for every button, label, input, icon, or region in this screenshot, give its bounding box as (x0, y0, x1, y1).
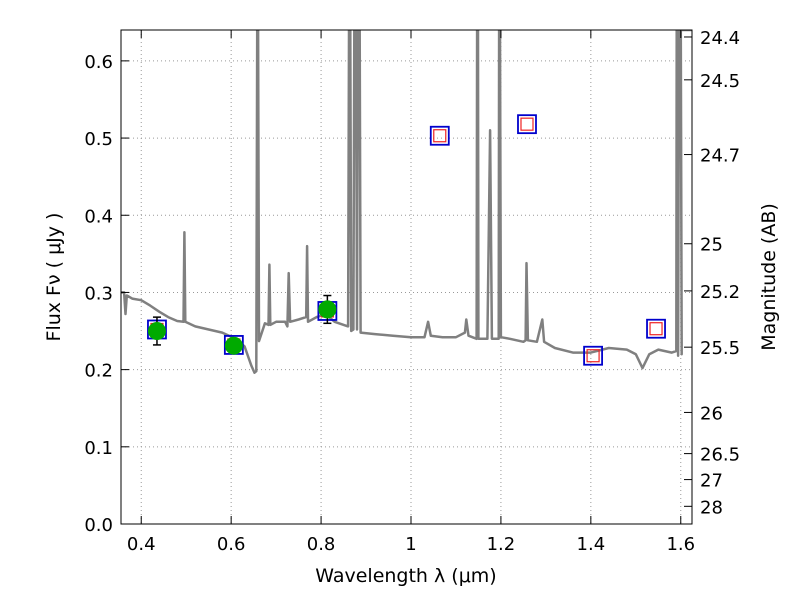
model-spectrum-layer (121, 30, 692, 374)
x-tick-label: 1.4 (577, 534, 606, 555)
magnitude-tick-label: 24.4 (700, 28, 740, 49)
x-tick-label: 0.6 (217, 534, 246, 555)
x-tick-label: 1.6 (666, 534, 695, 555)
y-axis-title: Flux Fν ( μJy ) (43, 213, 65, 342)
y-tick-label: 0.0 (84, 515, 113, 536)
y2-axis-title: Magnitude (AB) (758, 203, 780, 351)
model-photometry-inner-square (433, 129, 447, 143)
y-tick-label: 0.3 (84, 283, 113, 304)
observed-flux-point (224, 336, 243, 355)
model-spectrum-line (121, 30, 692, 374)
plot-frame (120, 29, 693, 525)
model-photometry-inner-square (520, 117, 534, 131)
magnitude-tick-label: 24.5 (700, 71, 740, 92)
x-axis-title: Wavelength λ (μm) (315, 565, 496, 587)
x-tick-label: 1.2 (487, 534, 516, 555)
magnitude-tick-label: 26 (700, 403, 723, 424)
y-tick-label: 0.6 (84, 52, 113, 73)
observed-flux-point (318, 300, 337, 319)
magnitude-tick-label: 25 (700, 235, 723, 256)
y-tick-label: 0.2 (84, 361, 113, 382)
model-photometry-square (517, 114, 537, 135)
y-tick-label: 0.5 (84, 129, 113, 150)
magnitude-tick-label: 25.5 (700, 338, 740, 359)
model-photometry-layer (147, 114, 666, 366)
grid-lines (121, 30, 692, 525)
magnitude-tick-label: 28 (700, 497, 723, 518)
observed-photometry-layer (147, 294, 337, 355)
axis-ticks: 0.4 0.6 0.8 1 1.2 1.4 1.6 0.0 0.1 0.2 0.3 0.4 0.5 0.6… (84, 28, 740, 555)
model-photometry-square (646, 318, 666, 339)
y-tick-label: 0.4 (84, 206, 113, 227)
x-tick-label: 0.4 (127, 534, 156, 555)
model-photometry-square (583, 345, 603, 366)
x-tick-label: 1 (405, 534, 416, 555)
model-photometry-square (429, 125, 450, 146)
magnitude-tick-label: 24.7 (700, 146, 740, 167)
magnitude-tick-label: 26.5 (700, 445, 740, 466)
y-tick-label: 0.1 (84, 438, 113, 459)
magnitude-tick-label: 25.2 (700, 282, 740, 303)
observed-flux-point (147, 322, 166, 341)
model-photometry-inner-square (586, 349, 600, 363)
x-tick-label: 0.8 (307, 534, 336, 555)
model-photometry-inner-square (649, 322, 663, 336)
magnitude-tick-label: 27 (700, 471, 723, 492)
